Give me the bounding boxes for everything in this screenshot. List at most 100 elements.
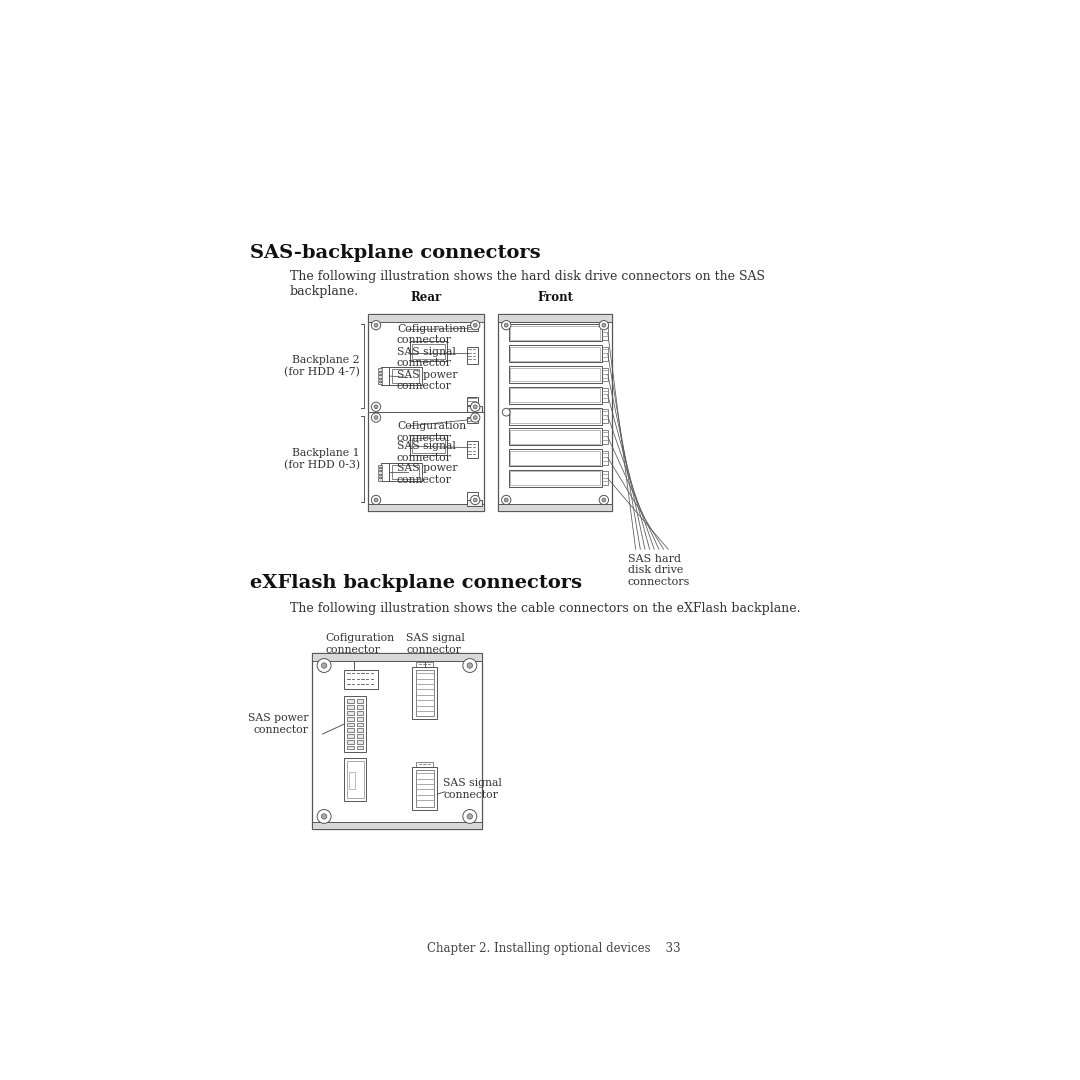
Text: eXFlash backplane connectors: eXFlash backplane connectors xyxy=(249,573,582,592)
Bar xyxy=(498,314,612,511)
Text: Chapter 2. Installing optional devices    33: Chapter 2. Installing optional devices 3… xyxy=(427,942,680,955)
Text: SAS hard
disk drive
connectors: SAS hard disk drive connectors xyxy=(627,554,690,588)
Bar xyxy=(510,389,600,402)
Text: Backplane 2
(for HDD 4-7): Backplane 2 (for HDD 4-7) xyxy=(284,355,360,377)
Text: SAS signal
connector: SAS signal connector xyxy=(444,778,502,799)
Circle shape xyxy=(501,321,511,329)
Bar xyxy=(367,314,484,322)
Circle shape xyxy=(501,496,511,504)
Bar xyxy=(602,326,608,340)
Bar xyxy=(348,728,353,732)
Bar xyxy=(413,667,437,719)
Bar xyxy=(378,372,382,374)
Circle shape xyxy=(322,813,327,819)
Bar xyxy=(410,435,447,456)
Text: Cofiguration
connector: Cofiguration connector xyxy=(326,633,395,654)
Bar xyxy=(356,717,363,720)
Bar xyxy=(509,429,602,445)
Circle shape xyxy=(374,498,378,502)
Circle shape xyxy=(599,496,608,504)
Bar xyxy=(416,662,433,667)
Circle shape xyxy=(372,413,380,422)
Circle shape xyxy=(374,405,378,408)
Bar xyxy=(413,437,445,453)
Bar xyxy=(509,407,602,424)
Text: SAS-backplane connectors: SAS-backplane connectors xyxy=(249,244,540,261)
Text: The following illustration shows the hard disk drive connectors on the SAS
backp: The following illustration shows the har… xyxy=(291,270,765,298)
Bar xyxy=(367,314,484,511)
Bar xyxy=(467,500,482,507)
Bar xyxy=(509,346,602,362)
Bar xyxy=(378,475,382,477)
Circle shape xyxy=(502,408,510,416)
Bar xyxy=(467,417,477,423)
Bar xyxy=(345,697,366,752)
Bar xyxy=(312,653,482,661)
Text: SAS power
connector: SAS power connector xyxy=(397,463,458,485)
Bar xyxy=(602,450,608,464)
Circle shape xyxy=(467,663,473,669)
Circle shape xyxy=(602,498,606,502)
Bar xyxy=(509,387,602,404)
Circle shape xyxy=(473,323,477,327)
Text: SAS power
connector: SAS power connector xyxy=(248,713,309,734)
Circle shape xyxy=(322,663,327,669)
Bar xyxy=(378,379,382,381)
Bar xyxy=(467,442,477,458)
Bar xyxy=(348,717,353,720)
Text: Rear: Rear xyxy=(410,291,442,303)
Text: SAS signal
connector: SAS signal connector xyxy=(406,633,465,654)
Bar xyxy=(347,761,364,798)
Bar xyxy=(348,705,353,710)
Bar xyxy=(509,324,602,341)
Bar xyxy=(312,653,482,828)
Bar xyxy=(392,465,419,480)
Text: Cofiguration
connector: Cofiguration connector xyxy=(397,324,467,346)
Bar xyxy=(356,723,363,727)
Text: SAS signal
connector: SAS signal connector xyxy=(397,442,456,463)
Circle shape xyxy=(471,413,480,422)
Bar xyxy=(345,758,366,801)
Bar xyxy=(510,326,600,340)
Bar xyxy=(392,369,419,383)
Bar xyxy=(345,670,378,689)
Bar xyxy=(367,503,484,511)
Text: Backplane 1
(for HDD 0-3): Backplane 1 (for HDD 0-3) xyxy=(284,448,360,470)
Bar xyxy=(510,472,600,485)
Circle shape xyxy=(374,416,378,419)
Bar xyxy=(602,367,608,381)
Bar xyxy=(356,734,363,738)
Circle shape xyxy=(372,402,380,411)
Circle shape xyxy=(318,810,332,823)
Circle shape xyxy=(504,323,509,327)
Bar xyxy=(416,770,434,807)
Bar xyxy=(381,463,389,482)
Bar xyxy=(602,430,608,444)
Bar xyxy=(378,472,382,474)
Circle shape xyxy=(473,416,477,419)
Bar xyxy=(348,723,353,727)
Bar xyxy=(378,375,382,378)
Bar xyxy=(381,367,389,386)
Bar xyxy=(378,468,382,470)
Bar xyxy=(356,705,363,710)
Bar xyxy=(602,472,608,485)
Text: SAS signal
connector: SAS signal connector xyxy=(397,347,456,368)
Bar xyxy=(510,409,600,423)
Bar xyxy=(509,366,602,383)
Bar xyxy=(389,463,422,482)
Circle shape xyxy=(471,496,480,504)
Bar xyxy=(378,464,382,467)
Circle shape xyxy=(467,813,473,819)
Circle shape xyxy=(372,496,380,504)
Bar xyxy=(348,745,353,750)
Bar xyxy=(356,700,363,703)
Bar xyxy=(356,728,363,732)
Bar xyxy=(389,367,422,386)
Bar xyxy=(348,740,353,744)
Bar xyxy=(602,409,608,423)
Circle shape xyxy=(599,321,608,329)
Bar xyxy=(348,711,353,715)
Bar xyxy=(378,478,382,481)
Circle shape xyxy=(602,323,606,327)
